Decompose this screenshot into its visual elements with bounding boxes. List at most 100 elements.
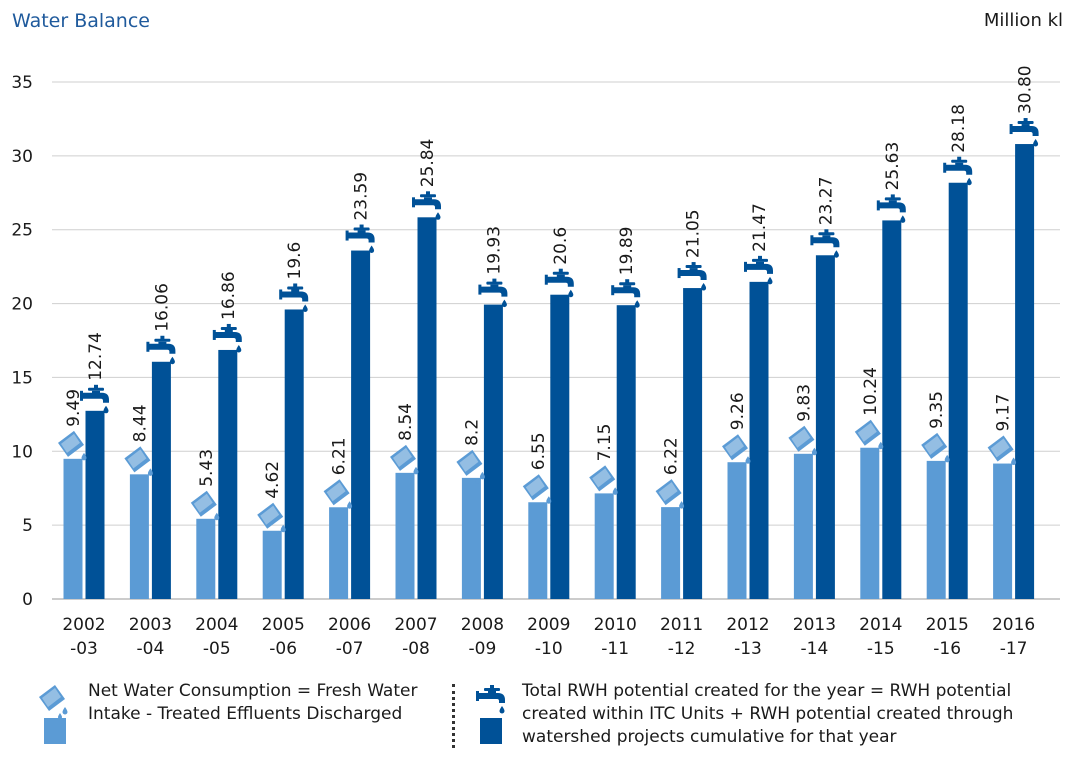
x-tick-label-year: 2004 — [195, 615, 238, 635]
water-tap-icon — [677, 262, 707, 291]
x-tick-label-year: 2014 — [859, 615, 902, 635]
bar-rwh-potential — [882, 220, 902, 600]
bars — [63, 144, 1035, 600]
data-label-net-water: 9.49 — [64, 389, 84, 427]
bar-rwh-potential — [815, 255, 835, 599]
water-tap-icon — [544, 268, 574, 298]
water-tap-icon — [412, 191, 441, 220]
data-label-net-water: 6.22 — [662, 437, 682, 475]
x-tick-label-suffix: -15 — [867, 639, 895, 659]
data-label-net-water: 9.35 — [927, 391, 947, 429]
x-tick-label-year: 2011 — [660, 615, 703, 635]
bar-rwh-potential — [417, 217, 437, 600]
legend-net-water: Net Water Consumption = Fresh Water Inta… — [88, 681, 418, 724]
x-tick-label-year: 2010 — [594, 615, 637, 635]
bar-net-water — [528, 502, 548, 599]
data-label-net-water: 10.24 — [861, 367, 881, 416]
data-label-net-water: 8.2 — [462, 419, 482, 446]
data-label-net-water: 9.83 — [794, 384, 814, 422]
data-label-rwh-potential: 23.27 — [816, 177, 836, 226]
legend-bucket-icon — [39, 685, 68, 744]
x-tick-label-suffix: -17 — [1000, 639, 1028, 659]
legend-dark-swatch — [480, 718, 502, 744]
x-tick-label-suffix: -07 — [336, 639, 364, 659]
x-tick-label-suffix: -09 — [469, 639, 497, 659]
x-tick-label-year: 2002 — [62, 615, 105, 635]
data-label-rwh-potential: 16.06 — [152, 283, 172, 332]
data-label-net-water: 9.17 — [994, 394, 1014, 432]
bar-rwh-potential — [683, 288, 703, 599]
x-tick-label-suffix: -10 — [535, 639, 563, 659]
bar-net-water — [661, 507, 681, 599]
x-tick-label-suffix: -11 — [601, 639, 629, 659]
bar-net-water — [793, 453, 813, 599]
x-tick-label-suffix: -08 — [402, 639, 430, 659]
data-label-rwh-potential: 12.74 — [86, 332, 106, 381]
data-label-rwh-potential: 19.89 — [617, 227, 637, 276]
data-label-rwh-potential: 25.84 — [418, 139, 438, 188]
water-tap-icon — [876, 194, 906, 223]
bar-rwh-potential — [1015, 144, 1035, 600]
data-label-net-water: 5.43 — [197, 449, 217, 487]
water-tap-icon — [146, 335, 176, 365]
water-tap-icon — [345, 224, 375, 254]
y-tick-label: 25 — [11, 221, 33, 241]
water-tap-icon — [943, 156, 973, 186]
data-label-net-water: 4.62 — [263, 461, 283, 499]
unit-label: Million kl — [983, 10, 1063, 31]
legend-divider — [452, 684, 455, 748]
data-label-rwh-potential: 30.80 — [1016, 65, 1036, 114]
data-label-rwh-potential: 21.05 — [684, 209, 704, 258]
y-tick-label: 15 — [11, 368, 33, 388]
x-tick-label-year: 2006 — [328, 615, 371, 635]
y-tick-label: 35 — [11, 73, 33, 93]
legend-light-swatch — [44, 718, 66, 744]
data-label-net-water: 7.15 — [595, 424, 615, 462]
y-tick-label: 10 — [11, 442, 33, 462]
data-label-net-water: 8.54 — [396, 403, 416, 441]
water-tap-icon — [212, 323, 242, 353]
data-label-rwh-potential: 23.59 — [352, 172, 372, 221]
water-tap-icon — [1009, 118, 1039, 147]
bar-rwh-potential — [218, 349, 238, 599]
bar-net-water — [329, 507, 349, 599]
bar-net-water — [196, 518, 216, 599]
data-label-rwh-potential: 25.63 — [883, 142, 903, 191]
x-tick-label-year: 2008 — [461, 615, 504, 635]
water-tap-icon — [810, 229, 840, 258]
data-label-rwh-potential: 28.18 — [949, 104, 969, 153]
bar-rwh-potential — [749, 281, 769, 599]
x-tick-label-suffix: -12 — [668, 639, 696, 659]
x-tick-label-suffix: -04 — [137, 639, 165, 659]
x-tick-label-year: 2003 — [129, 615, 172, 635]
bar-rwh-potential — [550, 294, 570, 599]
bar-rwh-potential — [616, 305, 636, 599]
x-tick-label-suffix: -06 — [269, 639, 297, 659]
bar-net-water — [594, 493, 614, 599]
water-tap-icon — [80, 384, 109, 414]
water-tap-icon — [478, 278, 508, 308]
x-tick-label-suffix: -03 — [70, 639, 98, 659]
y-tick-label: 30 — [11, 147, 33, 167]
bar-rwh-potential — [351, 250, 371, 600]
bar-rwh-potential — [151, 361, 171, 599]
x-tick-label-suffix: -14 — [801, 639, 829, 659]
bar-rwh-potential — [85, 410, 105, 599]
water-tap-icon — [744, 255, 773, 285]
bar-net-water — [993, 463, 1013, 599]
data-label-net-water: 9.26 — [728, 392, 748, 430]
chart-title: Water Balance — [12, 10, 150, 32]
bar-net-water — [926, 460, 946, 599]
data-label-net-water: 8.44 — [130, 404, 150, 442]
data-label-rwh-potential: 19.93 — [484, 226, 504, 275]
y-tick-label: 5 — [22, 516, 33, 536]
x-tick-label-suffix: -13 — [734, 639, 762, 659]
x-tick-label-suffix: -16 — [933, 639, 961, 659]
legend-tap-icon — [476, 685, 505, 744]
water-tap-icon — [279, 283, 309, 312]
bar-net-water — [727, 462, 747, 599]
y-tick-label: 20 — [11, 295, 33, 315]
x-tick-label-year: 2009 — [527, 615, 570, 635]
